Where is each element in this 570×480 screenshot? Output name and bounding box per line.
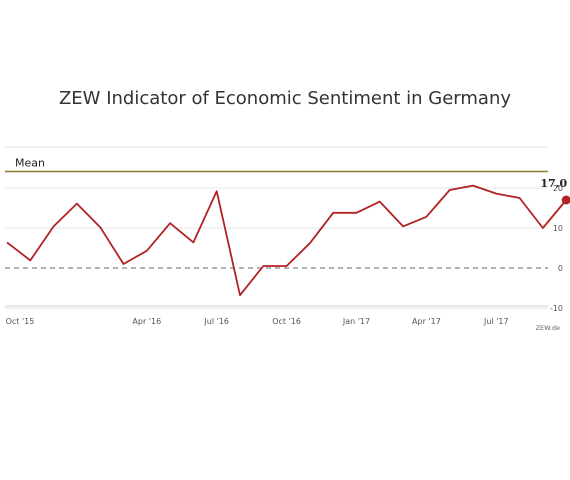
label-layer: 20 10 0 -10 Oct '15 Apr '16 Jul '16 Oct '16 Jan … — [6, 157, 568, 333]
x-tick-label: Jul '17 — [483, 317, 509, 326]
series-layer — [6, 184, 570, 297]
source-label: ZEW.de — [536, 324, 560, 332]
y-tick-label: -10 — [550, 304, 563, 313]
last-point-marker — [561, 195, 570, 205]
x-tick-label: Oct '16 — [272, 317, 301, 326]
y-tick-label: 20 — [553, 184, 563, 193]
y-tick-label: 10 — [553, 224, 563, 233]
x-tick-label: Oct '15 — [6, 317, 35, 326]
x-tick-label: Apr '17 — [412, 317, 441, 326]
x-tick-label: Apr '16 — [132, 317, 161, 326]
y-tick-label: 0 — [558, 264, 563, 273]
x-tick-label: Jan '17 — [342, 317, 370, 326]
last-value-label: 17.0 — [540, 177, 567, 190]
grid — [5, 146, 548, 309]
chart-title: ZEW Indicator of Economic Sentiment in G… — [59, 88, 511, 109]
series-line — [6, 184, 567, 297]
mean-label: Mean — [15, 157, 45, 170]
x-tick-label: Jul '16 — [203, 317, 229, 326]
